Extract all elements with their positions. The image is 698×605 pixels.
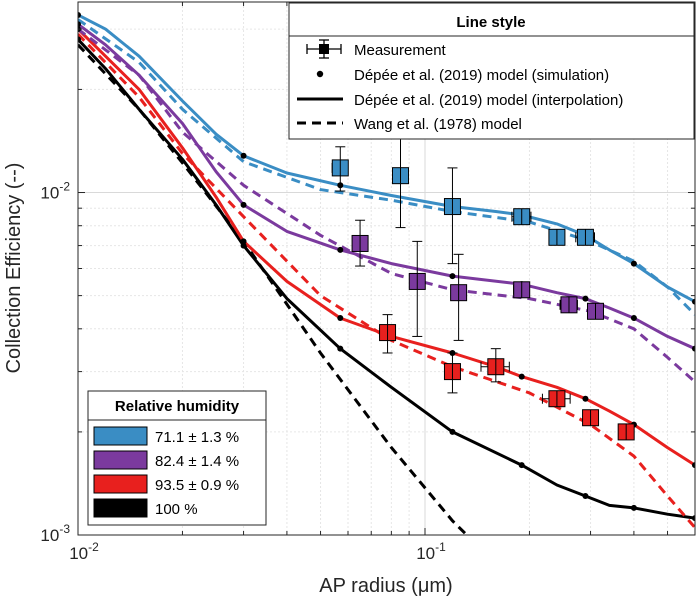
simulation-point [78, 21, 81, 28]
series-layer [78, 13, 695, 535]
measurement-point [559, 296, 578, 314]
legend-entry-interpolation: Dépée et al. (2019) model (interpolation… [354, 92, 623, 109]
wang-model-line [78, 43, 469, 535]
simulation-point [582, 395, 589, 402]
simulation-point [630, 504, 637, 511]
measurement-point [443, 167, 461, 265]
x-tick-label: 10-1 [416, 540, 446, 563]
measurement-point [586, 302, 604, 320]
wang-model-line [78, 27, 695, 384]
legend-entry-rh-100: 100 % [155, 501, 198, 518]
legend-swatch-rh-71 [93, 426, 148, 446]
simulation-point [337, 246, 344, 253]
y-axis-title: Collection Efficiency (--) [3, 163, 25, 374]
legend-entry-rh-93: 93.5 ± 0.9 % [155, 477, 239, 494]
legend-entry-rh-71: 71.1 ± 1.3 % [155, 429, 239, 446]
legend-line-style: Line style Measurement Dépée et al. (201… [288, 2, 695, 140]
simulation-point [240, 242, 247, 249]
measurement-point [379, 314, 397, 354]
interpolation-line [78, 13, 695, 304]
simulation-point [692, 515, 695, 522]
simulation-point [449, 428, 456, 435]
simulation-point [337, 315, 344, 322]
measurement-point [391, 135, 409, 229]
legend-swatch-rh-93 [93, 474, 148, 494]
legend-simulation-dot-icon [316, 70, 324, 78]
measurement-point [408, 240, 426, 337]
legend-entry-wang: Wang et al. (1978) model [354, 116, 522, 133]
legend-line-style-title: Line style [456, 14, 525, 31]
measurement-point [513, 281, 531, 299]
measurement-point [443, 352, 461, 394]
simulation-point [692, 462, 695, 469]
measurement-point [331, 146, 349, 192]
simulation-point [582, 295, 589, 302]
simulation-point [518, 462, 525, 469]
legend-entry-simulation: Dépée et al. (2019) model (simulation) [354, 67, 609, 84]
simulation-point [240, 238, 247, 245]
simulation-point [692, 298, 695, 305]
y-tick-label: 10-2 [40, 180, 70, 203]
simulation-point [449, 273, 456, 280]
measurement-point [450, 253, 468, 341]
simulation-point [337, 345, 344, 352]
simulation-point [518, 373, 525, 380]
legend-humidity-title: Relative humidity [115, 398, 240, 415]
simulation-point [692, 345, 695, 352]
measurement-point [351, 219, 369, 267]
interpolation-line [78, 28, 695, 467]
simulation-point [582, 492, 589, 499]
legend-entry-rh-82: 82.4 ± 1.4 % [155, 453, 239, 470]
simulation-point [78, 11, 81, 18]
legend-swatch-rh-82 [93, 450, 148, 470]
legend-line-style-box [288, 2, 695, 140]
x-tick-label: 10-2 [69, 540, 99, 563]
markers-layer [78, 11, 695, 522]
interpolation-line [78, 38, 695, 520]
simulation-point [630, 315, 637, 322]
interpolation-line [78, 22, 695, 351]
x-axis-title: AP radius (μm) [319, 575, 452, 597]
simulation-point [240, 152, 247, 159]
measurement-point [541, 390, 571, 408]
measurement-point [548, 228, 566, 246]
legend-humidity: Relative humidity 71.1 ± 1.3 % 82.4 ± 1.… [87, 390, 267, 526]
legend-entry-measurement: Measurement [354, 42, 447, 59]
wang-model-line [78, 18, 695, 316]
simulation-point [78, 36, 81, 43]
simulation-point [240, 201, 247, 208]
measurement-point [480, 348, 510, 383]
simulation-point [630, 260, 637, 267]
measurement-point [582, 409, 600, 427]
legend-measurement-icon [306, 39, 342, 59]
legend-swatch-rh-100 [93, 498, 148, 518]
y-tick-label: 10-3 [40, 522, 70, 545]
measurement-point [575, 228, 596, 246]
measurement-point [511, 208, 532, 226]
measurement-point [617, 423, 635, 441]
axis-tick-labels: 10-2 10-110-310-2 [40, 180, 446, 563]
